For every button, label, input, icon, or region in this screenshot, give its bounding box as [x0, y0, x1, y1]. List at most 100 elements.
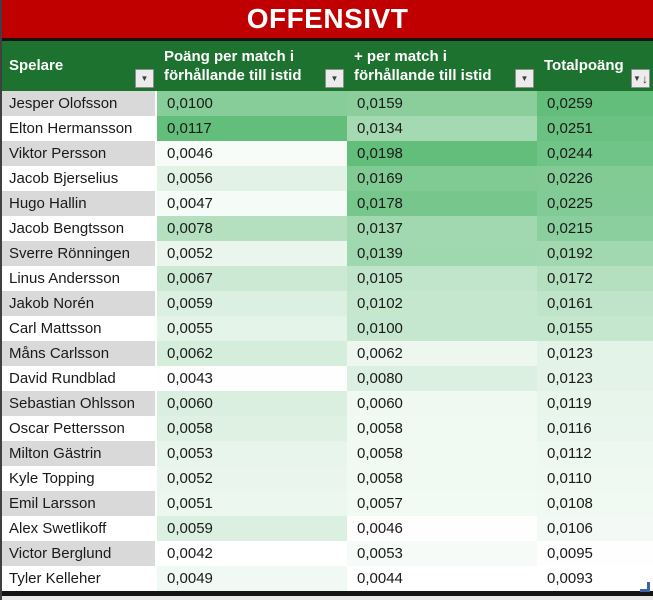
value-cell-poang[interactable]: 0,0078 [157, 216, 347, 241]
value-cell-total[interactable]: 0,0225 [537, 191, 653, 216]
value-cell-poang[interactable]: 0,0047 [157, 191, 347, 216]
value-cell-plus[interactable]: 0,0060 [347, 391, 537, 416]
value-cell-poang[interactable]: 0,0059 [157, 291, 347, 316]
value-cell-total[interactable]: 0,0123 [537, 366, 653, 391]
value-cell-total[interactable]: 0,0215 [537, 216, 653, 241]
value-cell-poang[interactable]: 0,0100 [157, 91, 347, 116]
value-cell-poang[interactable]: 0,0052 [157, 466, 347, 491]
value-cell-total[interactable]: 0,0192 [537, 241, 653, 266]
player-name-cell[interactable]: David Rundblad [2, 366, 157, 391]
value-cell-poang[interactable]: 0,0059 [157, 516, 347, 541]
value-cell-poang[interactable]: 0,0060 [157, 391, 347, 416]
player-name-cell[interactable]: Emil Larsson [2, 491, 157, 516]
value-cell-poang[interactable]: 0,0067 [157, 266, 347, 291]
value-cell-total[interactable]: 0,0093 [537, 566, 653, 591]
table-row: Alex Swetlikoff 0,0059 0,0046 0,0106 [2, 516, 653, 541]
value-cell-poang[interactable]: 0,0056 [157, 166, 347, 191]
value-cell-total[interactable]: 0,0155 [537, 316, 653, 341]
value-cell-total[interactable]: 0,0119 [537, 391, 653, 416]
table-row: Elton Hermansson 0,0117 0,0134 0,0251 [2, 116, 653, 141]
value-cell-poang[interactable]: 0,0117 [157, 116, 347, 141]
value-cell-total[interactable]: 0,0161 [537, 291, 653, 316]
value-cell-total[interactable]: 0,0095 [537, 541, 653, 566]
value-cell-plus[interactable]: 0,0102 [347, 291, 537, 316]
player-name-cell[interactable]: Sebastian Ohlsson [2, 391, 157, 416]
value-cell-poang[interactable]: 0,0046 [157, 141, 347, 166]
filter-dropdown-button[interactable]: ▼ [135, 69, 154, 88]
value-cell-plus[interactable]: 0,0137 [347, 216, 537, 241]
value-cell-plus[interactable]: 0,0169 [347, 166, 537, 191]
player-name-cell[interactable]: Oscar Pettersson [2, 416, 157, 441]
value-cell-total[interactable]: 0,0244 [537, 141, 653, 166]
value-cell-plus[interactable]: 0,0178 [347, 191, 537, 216]
value-cell-total[interactable]: 0,0123 [537, 341, 653, 366]
value-cell-poang[interactable]: 0,0049 [157, 566, 347, 591]
player-name-cell[interactable]: Jesper Olofsson [2, 91, 157, 116]
sort-descending-filter-button[interactable]: ▼ ↓ [631, 69, 650, 88]
value-cell-total[interactable]: 0,0110 [537, 466, 653, 491]
value-cell-poang[interactable]: 0,0052 [157, 241, 347, 266]
player-name-cell[interactable]: Måns Carlsson [2, 341, 157, 366]
player-name-cell[interactable]: Alex Swetlikoff [2, 516, 157, 541]
value-cell-plus[interactable]: 0,0062 [347, 341, 537, 366]
value-cell-total[interactable]: 0,0226 [537, 166, 653, 191]
value-cell-plus[interactable]: 0,0058 [347, 441, 537, 466]
value-cell-poang[interactable]: 0,0058 [157, 416, 347, 441]
player-name-cell[interactable]: Carl Mattsson [2, 316, 157, 341]
value-cell-plus[interactable]: 0,0100 [347, 316, 537, 341]
player-name-cell[interactable]: Victor Berglund [2, 541, 157, 566]
column-header-totalpoang[interactable]: Totalpoäng ▼ ↓ [537, 41, 653, 91]
player-name-cell[interactable]: Kyle Topping [2, 466, 157, 491]
player-name-cell[interactable]: Linus Andersson [2, 266, 157, 291]
filter-dropdown-icon: ▼ [520, 73, 529, 83]
player-name-cell[interactable]: Tyler Kelleher [2, 566, 157, 591]
value-cell-plus[interactable]: 0,0080 [347, 366, 537, 391]
table-row: Jacob Bjerselius 0,0056 0,0169 0,0226 [2, 166, 653, 191]
value-cell-total[interactable]: 0,0259 [537, 91, 653, 116]
column-header-poang-per-match[interactable]: Poäng per match i förhållande till istid… [157, 41, 347, 91]
value-cell-plus[interactable]: 0,0044 [347, 566, 537, 591]
value-cell-plus[interactable]: 0,0159 [347, 91, 537, 116]
table-resize-handle[interactable] [640, 582, 650, 592]
value-cell-plus[interactable]: 0,0105 [347, 266, 537, 291]
value-cell-total[interactable]: 0,0106 [537, 516, 653, 541]
player-name-cell[interactable]: Viktor Persson [2, 141, 157, 166]
value-cell-total[interactable]: 0,0251 [537, 116, 653, 141]
column-header-plus-per-match[interactable]: + per match i förhållande till istid ▼ [347, 41, 537, 91]
value-cell-total[interactable]: 0,0116 [537, 416, 653, 441]
value-cell-plus[interactable]: 0,0058 [347, 416, 537, 441]
value-cell-total[interactable]: 0,0172 [537, 266, 653, 291]
value-cell-plus[interactable]: 0,0139 [347, 241, 537, 266]
value-cell-poang[interactable]: 0,0042 [157, 541, 347, 566]
value-cell-poang[interactable]: 0,0043 [157, 366, 347, 391]
table-bottom-border [2, 591, 653, 596]
value-cell-plus[interactable]: 0,0198 [347, 141, 537, 166]
player-name-cell[interactable]: Elton Hermansson [2, 116, 157, 141]
value-cell-plus[interactable]: 0,0046 [347, 516, 537, 541]
player-name-cell[interactable]: Jakob Norén [2, 291, 157, 316]
player-name-cell[interactable]: Jacob Bjerselius [2, 166, 157, 191]
value-cell-plus[interactable]: 0,0053 [347, 541, 537, 566]
column-header-spelare[interactable]: Spelare ▼ [2, 41, 157, 91]
value-cell-poang[interactable]: 0,0055 [157, 316, 347, 341]
table-row: Måns Carlsson 0,0062 0,0062 0,0123 [2, 341, 653, 366]
player-name-cell[interactable]: Jacob Bengtsson [2, 216, 157, 241]
value-cell-plus[interactable]: 0,0058 [347, 466, 537, 491]
value-cell-total[interactable]: 0,0108 [537, 491, 653, 516]
table-body: Jesper Olofsson 0,0100 0,0159 0,0259 Elton H… [2, 91, 653, 591]
player-name-cell[interactable]: Milton Gästrin [2, 441, 157, 466]
player-name-cell[interactable]: Hugo Hallin [2, 191, 157, 216]
table-row: Hugo Hallin 0,0047 0,0178 0,0225 [2, 191, 653, 216]
value-cell-total[interactable]: 0,0112 [537, 441, 653, 466]
filter-dropdown-button[interactable]: ▼ [325, 69, 344, 88]
player-name-cell[interactable]: Sverre Rönningen [2, 241, 157, 266]
value-cell-plus[interactable]: 0,0134 [347, 116, 537, 141]
value-cell-poang[interactable]: 0,0051 [157, 491, 347, 516]
column-header-label: + per match i förhållande till istid [354, 47, 492, 85]
filter-dropdown-button[interactable]: ▼ [515, 69, 534, 88]
value-cell-plus[interactable]: 0,0057 [347, 491, 537, 516]
title-divider [2, 38, 653, 41]
value-cell-poang[interactable]: 0,0053 [157, 441, 347, 466]
value-cell-poang[interactable]: 0,0062 [157, 341, 347, 366]
table-bottom-edge [2, 582, 653, 600]
